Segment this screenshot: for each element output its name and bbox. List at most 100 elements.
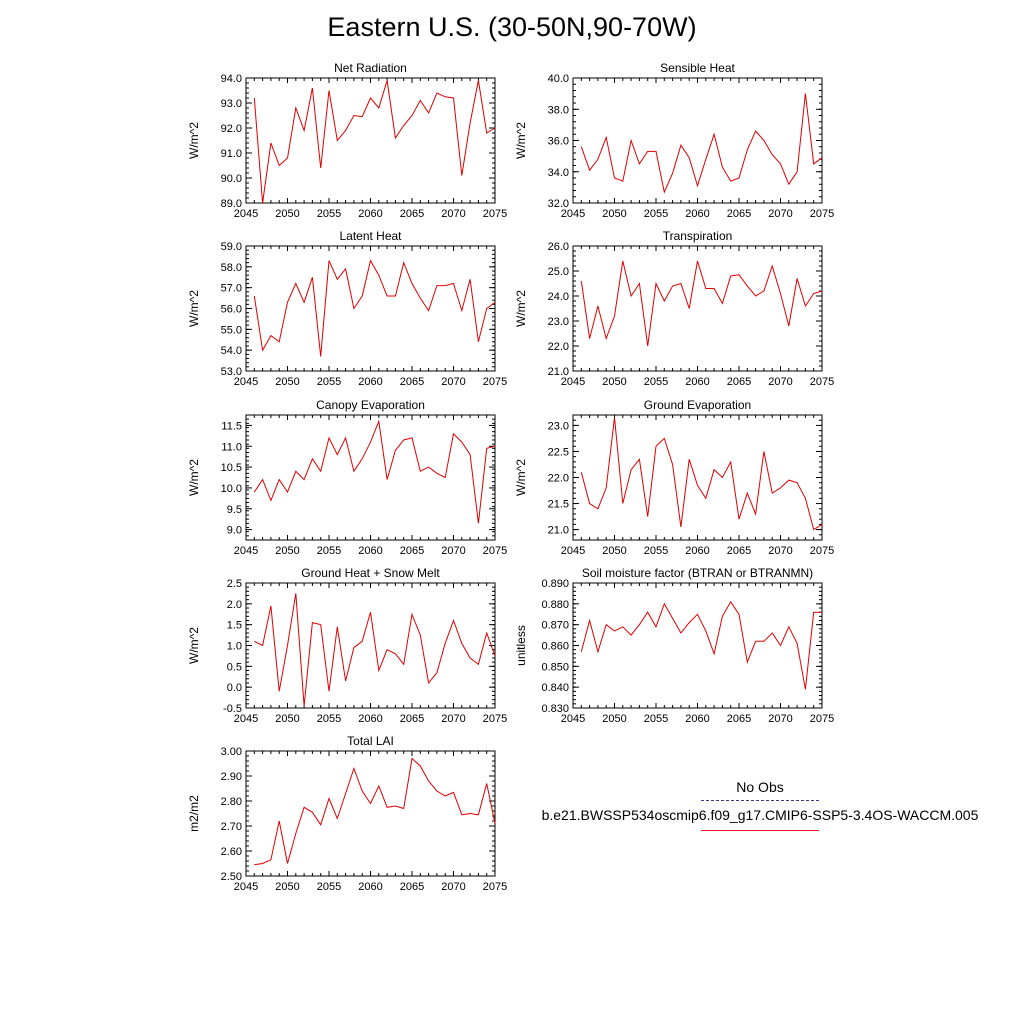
panel-title: Net Radiation: [334, 61, 407, 75]
y-tick-label: 9.5: [227, 504, 242, 516]
x-tick-label: 2055: [317, 545, 341, 557]
x-tick-label: 2050: [275, 881, 299, 893]
y-tick-label: 1.0: [227, 641, 242, 653]
y-tick-label: 2.60: [221, 846, 242, 858]
x-tick-label: 2050: [275, 208, 299, 220]
y-axis-label: unitless: [514, 625, 528, 666]
x-tick-label: 2045: [561, 545, 585, 557]
y-tick-label: 22.0: [548, 473, 569, 485]
x-tick-label: 2055: [644, 545, 668, 557]
panel-4: Transpiration W/m^2 2045 2050 2055 2060 2065 20…: [514, 229, 834, 388]
y-tick-label: 24.0: [548, 291, 569, 303]
x-tick-label: 2065: [400, 713, 424, 725]
panel-title: Sensible Heat: [660, 61, 735, 75]
y-tick-label: 53.0: [221, 366, 242, 378]
x-tick-label: 2065: [400, 545, 424, 557]
x-tick-label: 2045: [561, 713, 585, 725]
y-tick-label: 89.0: [221, 198, 242, 210]
y-axis-label: W/m^2: [514, 459, 528, 496]
x-tick-label: 2060: [358, 545, 382, 557]
y-tick-label: 22.5: [548, 446, 569, 458]
x-tick-label: 2045: [234, 881, 258, 893]
x-tick-label: 2065: [400, 208, 424, 220]
panel-1: Net Radiation W/m^2 2045 2050 2055 2060 2065 20…: [187, 61, 507, 220]
panel-title: Soil moisture factor (BTRAN or BTRANMN): [582, 566, 813, 580]
y-tick-label: 90.0: [221, 173, 242, 185]
x-tick-label: 2060: [358, 713, 382, 725]
y-tick-label: 1.5: [227, 620, 242, 632]
x-tick-label: 2075: [483, 376, 507, 388]
y-tick-label: 55.0: [221, 324, 242, 336]
x-tick-label: 2055: [317, 208, 341, 220]
x-tick-label: 2070: [768, 376, 792, 388]
y-tick-label: 0.880: [541, 599, 569, 611]
y-tick-label: 54.0: [221, 345, 242, 357]
x-tick-label: 2060: [358, 208, 382, 220]
y-tick-label: 2.50: [221, 871, 242, 883]
x-tick-label: 2070: [768, 545, 792, 557]
legend-case-line: [701, 830, 819, 831]
y-tick-label: 36.0: [548, 136, 569, 148]
x-tick-label: 2075: [810, 208, 834, 220]
y-tick-label: 32.0: [548, 198, 569, 210]
x-tick-label: 2065: [727, 376, 751, 388]
y-tick-label: 57.0: [221, 283, 242, 295]
series-line: [580, 260, 823, 347]
y-tick-label: 0.0: [227, 682, 242, 694]
x-tick-label: 2070: [441, 881, 465, 893]
y-tick-label: 21.0: [548, 525, 569, 537]
y-tick-label: 10.0: [221, 483, 242, 495]
x-tick-label: 2070: [441, 376, 465, 388]
y-tick-label: 40.0: [548, 73, 569, 85]
y-tick-label: 22.0: [548, 341, 569, 353]
y-tick-label: 92.0: [221, 123, 242, 135]
y-tick-label: 34.0: [548, 167, 569, 179]
x-tick-label: 2060: [358, 881, 382, 893]
plot-frame: [245, 414, 496, 541]
x-tick-label: 2060: [685, 545, 709, 557]
x-tick-label: 2050: [602, 376, 626, 388]
y-tick-label: 56.0: [221, 304, 242, 316]
y-tick-label: 59.0: [221, 241, 242, 253]
series-line: [253, 80, 496, 204]
x-tick-label: 2045: [234, 545, 258, 557]
series-line: [254, 757, 496, 866]
panel-title: Latent Heat: [339, 229, 402, 243]
x-tick-label: 2050: [602, 208, 626, 220]
x-tick-label: 2060: [685, 208, 709, 220]
plot-frame: [572, 414, 823, 541]
legend-obs-line: [701, 800, 819, 801]
panel-9: Total LAI m2/m2 2045 2050 2055 2060 2065 2070 20…: [187, 734, 507, 893]
series-line: [253, 259, 496, 357]
x-tick-label: 2055: [644, 208, 668, 220]
panel-title: Ground Evaporation: [644, 398, 751, 412]
y-tick-label: 2.0: [227, 599, 242, 611]
y-tick-label: 23.0: [548, 316, 569, 328]
y-tick-label: 0.850: [541, 661, 569, 673]
y-tick-label: 2.90: [221, 771, 242, 783]
x-tick-label: 2045: [561, 208, 585, 220]
y-tick-label: 3.00: [221, 746, 242, 758]
series-line: [580, 600, 822, 690]
x-tick-label: 2065: [727, 545, 751, 557]
y-tick-label: 23.0: [548, 420, 569, 432]
x-tick-label: 2075: [483, 208, 507, 220]
y-axis-label: W/m^2: [514, 290, 528, 327]
x-tick-label: 2060: [685, 376, 709, 388]
x-tick-label: 2065: [400, 881, 424, 893]
x-tick-label: 2055: [317, 376, 341, 388]
y-axis-label: W/m^2: [514, 122, 528, 159]
x-tick-label: 2070: [768, 713, 792, 725]
panel-7: Ground Heat + Snow Melt W/m^2 2045 2050 2055…: [187, 566, 507, 725]
panel-3: Latent Heat W/m^2 2045 2050 2055 2060 2065 2070…: [187, 229, 507, 388]
x-tick-label: 2075: [483, 545, 507, 557]
y-tick-label: 2.80: [221, 796, 242, 808]
legend-case-label: b.e21.BWSSP534oscmip6.f09_g17.CMIP6-SSP5…: [541, 807, 979, 823]
y-tick-label: -0.5: [223, 703, 242, 715]
x-tick-label: 2075: [483, 713, 507, 725]
x-tick-label: 2065: [400, 376, 424, 388]
y-tick-label: 26.0: [548, 241, 569, 253]
y-tick-label: 93.0: [221, 98, 242, 110]
y-tick-label: 38.0: [548, 104, 569, 116]
